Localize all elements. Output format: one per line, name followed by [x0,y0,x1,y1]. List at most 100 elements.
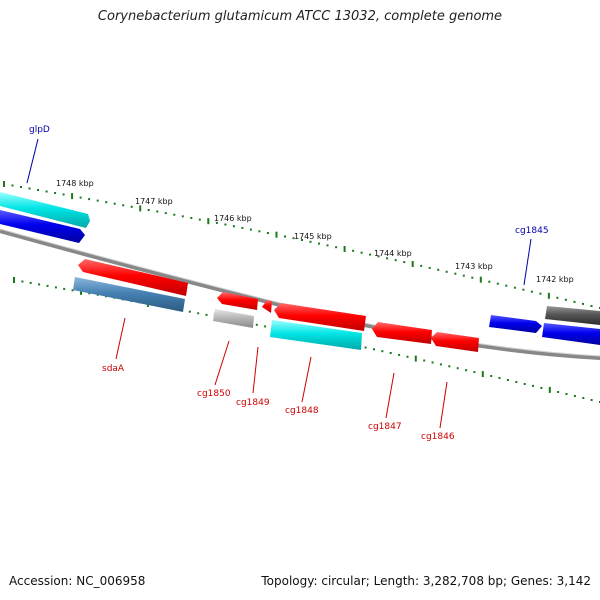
minor-tick [498,377,501,379]
gene-cg1849-arrow[interactable] [262,300,272,313]
major-tick [547,292,550,299]
minor-tick [532,384,534,387]
minor-tick [258,230,261,233]
cg1846-label-line [439,381,448,429]
minor-tick [471,276,474,279]
gene-cg1846-arrow[interactable] [431,332,479,352]
minor-tick [164,212,167,215]
minor-tick [37,189,40,191]
gene-label-sdaa[interactable]: sdaA [102,364,125,374]
tick-label: 1746 kbp [214,214,252,223]
tick-label: 1742 kbp [536,275,574,284]
minor-tick [20,186,22,188]
minor-tick [423,359,426,362]
minor-tick [71,289,74,292]
minor-tick [389,352,392,354]
minor-tick [556,296,559,299]
major-tick [481,371,484,378]
minor-tick [352,249,355,252]
gene-forward-blue-arrow[interactable] [0,210,85,243]
tick-label: 1744 kbp [374,249,412,258]
minor-tick [369,253,372,256]
minor-tick [539,292,542,295]
minor-tick [573,395,576,397]
minor-tick [198,218,201,221]
minor-tick [456,367,459,370]
cg1850-label-line [214,340,230,386]
minor-tick [473,371,476,374]
minor-tick [113,202,116,205]
minor-tick [88,292,91,295]
minor-tick [565,393,568,395]
minor-tick [381,350,384,353]
minor-tick [264,325,267,328]
minor-tick [377,255,380,258]
glpd-label-line [26,138,39,184]
major-tick [343,246,346,252]
gene-gray-feature[interactable] [213,309,254,328]
tick-label: 1747 kbp [135,197,173,206]
minor-tick [241,226,244,229]
minor-tick [45,190,48,193]
major-tick [275,231,278,238]
minor-tick [523,383,526,385]
gene-red-arrow-1[interactable] [78,259,188,296]
major-tick [479,276,482,283]
minor-tick [573,300,576,303]
minor-tick [63,287,66,290]
gene-label-cg1850[interactable]: cg1850 [197,389,231,399]
minor-tick [465,369,468,372]
minor-tick [130,205,133,208]
gene-glpd-arrow[interactable] [0,192,90,228]
gene-label-cg1847[interactable]: cg1847 [368,422,402,432]
minor-tick [29,281,32,284]
minor-tick [224,223,227,226]
minor-tick [79,196,82,199]
minor-tick [105,201,108,204]
minor-tick [590,305,593,307]
minor-tick [513,286,516,289]
gene-label-cg1846[interactable]: cg1846 [421,432,455,442]
gene-label-glpd[interactable]: glpD [29,125,50,135]
minor-tick [540,386,543,389]
map-title: Corynebacterium glutamicum ATCC 13032, c… [97,9,503,24]
major-tick [411,261,414,267]
gene-cg1847-arrow[interactable] [372,322,432,344]
minor-tick [360,251,363,254]
gene-cg1845-arrow[interactable] [489,315,542,333]
gene-cg1850-arrow[interactable] [217,292,258,310]
minor-tick [515,381,518,383]
gene-label-cg1845[interactable]: cg1845 [515,226,549,236]
gene-label-cg1849[interactable]: cg1849 [236,398,270,408]
minor-tick [96,199,99,202]
minor-tick [506,379,509,381]
minor-tick [197,312,200,315]
tick-label: 1748 kbp [56,179,94,188]
gene-sdaa-arrow[interactable] [73,277,185,312]
major-tick [80,288,82,295]
minor-tick [394,259,397,262]
minor-tick [431,361,434,364]
gene-cyan-feature[interactable] [270,320,362,350]
gene-dark-gray-feature[interactable] [545,306,600,325]
minor-tick [309,240,312,243]
minor-tick [490,375,493,377]
cg1849-label-line [252,346,259,394]
major-tick [71,193,74,200]
minor-tick [301,239,303,241]
gene-label-cg1848[interactable]: cg1848 [285,406,319,416]
minor-tick [557,391,560,393]
gene-forward-blue-arrow-2[interactable] [542,323,600,345]
minor-tick [46,284,49,287]
gene-cg1848-arrow[interactable] [274,303,366,331]
minor-tick [590,399,593,401]
minor-tick [62,193,65,196]
minor-tick [255,323,258,326]
minor-tick [54,192,57,194]
minor-tick [292,237,295,240]
outer-tick-track [3,181,600,309]
minor-tick [54,286,57,289]
minor-tick [284,235,286,238]
minor-tick [505,284,508,287]
